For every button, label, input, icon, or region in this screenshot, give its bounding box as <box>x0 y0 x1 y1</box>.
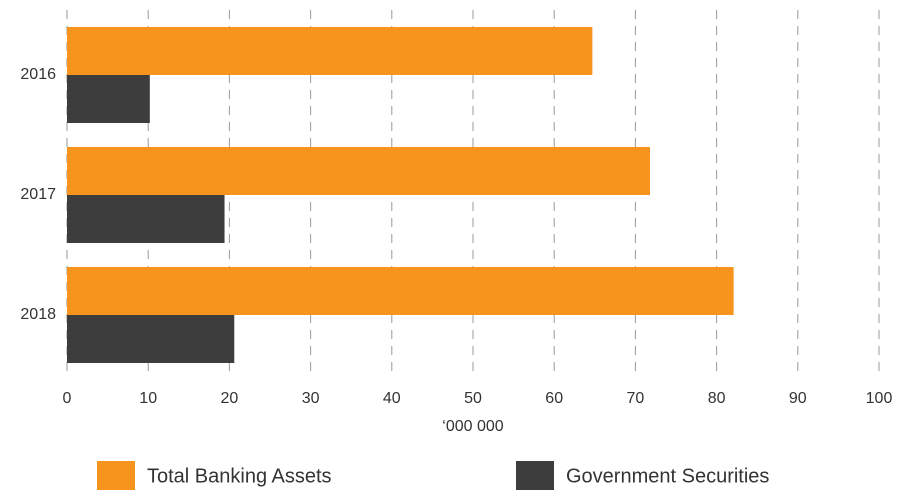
x-tick-label: 10 <box>139 390 157 407</box>
x-tick-label: 80 <box>708 390 726 407</box>
bar <box>67 27 593 75</box>
x-tick-label: 20 <box>221 390 239 407</box>
bar <box>67 267 734 315</box>
legend-swatch <box>516 461 554 490</box>
x-tick-label: 100 <box>866 390 893 407</box>
x-tick-label: 70 <box>627 390 645 407</box>
bar <box>67 315 235 363</box>
y-tick-label: 2016 <box>20 66 56 83</box>
y-tick-label: 2017 <box>20 186 56 203</box>
bar <box>67 195 225 243</box>
x-tick-label: 0 <box>63 390 72 407</box>
y-tick-label: 2018 <box>20 306 56 323</box>
legend-label: Government Securities <box>566 465 769 487</box>
x-tick-label: 90 <box>789 390 807 407</box>
x-tick-label: 30 <box>302 390 320 407</box>
x-axis-label: ‘000 000 <box>442 418 503 435</box>
x-tick-label: 50 <box>464 390 482 407</box>
bar <box>67 75 150 123</box>
legend-label: Total Banking Assets <box>147 465 332 487</box>
x-tick-label: 60 <box>545 390 563 407</box>
legend-swatch <box>97 461 135 490</box>
bar <box>67 147 651 195</box>
x-tick-label: 40 <box>383 390 401 407</box>
